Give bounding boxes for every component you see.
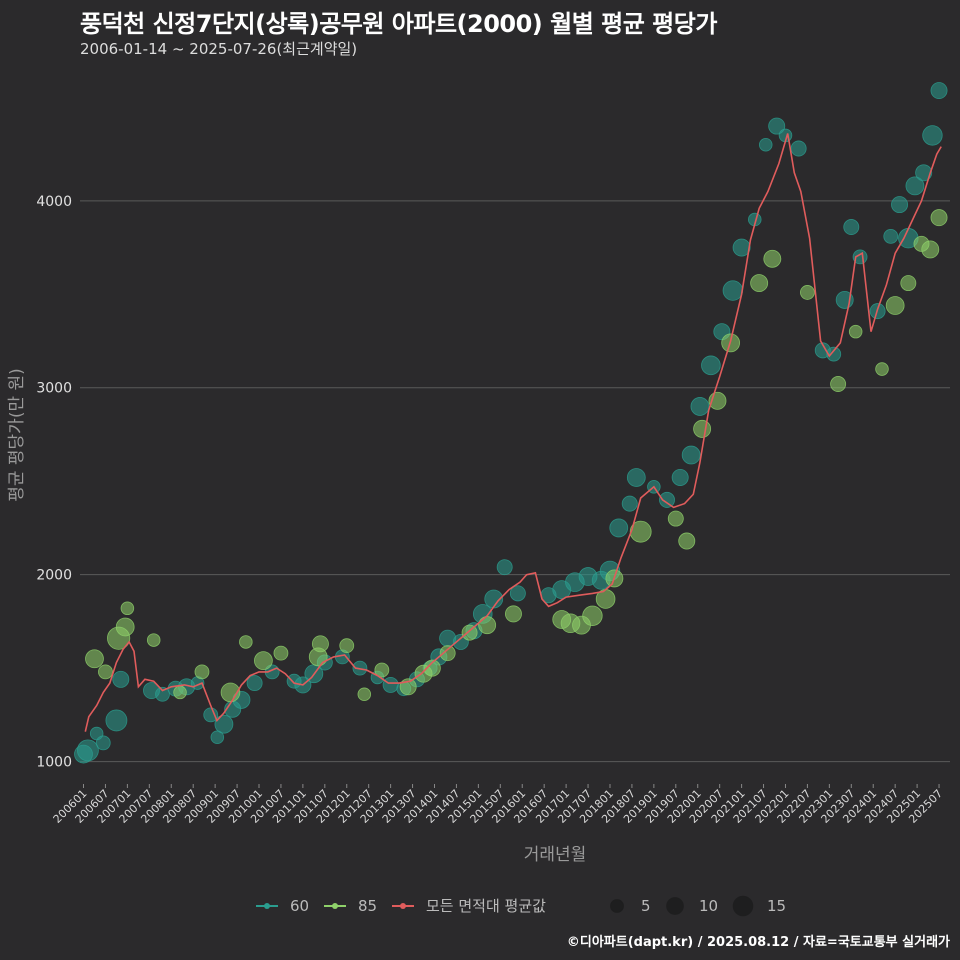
y-tick-label: 4000 <box>36 194 72 210</box>
data-point-60 <box>509 585 526 602</box>
y-tick-label: 3000 <box>36 381 72 397</box>
data-point-60 <box>790 140 807 157</box>
legend-key-dot <box>332 903 338 909</box>
data-point-60 <box>671 468 689 486</box>
data-point-85 <box>930 209 948 227</box>
data-point-60 <box>826 346 842 362</box>
legend-label: 모든 면적대 평균값 <box>426 897 546 915</box>
legend-label: 85 <box>358 897 377 915</box>
data-point-85 <box>830 376 847 392</box>
legend-size-circle <box>610 899 624 913</box>
legend-key-dot <box>264 903 270 909</box>
source-caption: ©디아파트(dapt.kr) / 2025.08.12 / 자료=국토교통부 실… <box>566 935 950 950</box>
data-point-85 <box>582 605 603 626</box>
data-point-85 <box>239 635 253 649</box>
data-point-60 <box>76 739 99 762</box>
legend-size-circle <box>666 897 684 915</box>
data-point-85 <box>311 635 329 653</box>
data-point-85 <box>115 617 135 637</box>
y-axis-title: 평균 평당가(만 원) <box>7 368 27 502</box>
data-point-85 <box>339 638 355 654</box>
y-tick-label: 2000 <box>36 568 72 584</box>
data-point-60 <box>210 730 225 745</box>
data-point-85 <box>120 601 135 616</box>
data-point-60 <box>246 675 263 692</box>
data-point-85 <box>461 624 478 641</box>
data-point-85 <box>900 275 917 292</box>
data-point-85 <box>374 662 390 678</box>
data-point-85 <box>146 633 161 647</box>
x-axis-title: 거래년월 <box>524 845 587 865</box>
data-point-85 <box>629 520 652 543</box>
data-point-60 <box>922 125 943 146</box>
legend-size-label: 10 <box>699 897 718 915</box>
data-point-85 <box>173 685 187 700</box>
data-point-85 <box>885 296 905 315</box>
data-point-60 <box>496 559 513 576</box>
data-point-60 <box>768 117 786 135</box>
data-point-60 <box>690 397 710 416</box>
data-point-60 <box>659 491 675 508</box>
data-point-60 <box>843 219 860 235</box>
data-point-60 <box>626 468 646 487</box>
average-line <box>84 133 942 732</box>
data-point-85 <box>254 651 273 671</box>
data-point-85 <box>800 285 815 300</box>
data-point-60 <box>203 707 219 723</box>
y-tick-label: 1000 <box>36 755 72 771</box>
data-point-85 <box>848 324 863 339</box>
data-point-60 <box>905 176 925 196</box>
data-point-60 <box>95 735 111 751</box>
data-point-85 <box>921 240 940 259</box>
legend-key-dot <box>400 903 406 909</box>
data-point-60 <box>758 138 773 152</box>
data-point-85 <box>357 687 372 702</box>
data-point-85 <box>678 532 696 550</box>
data-point-85 <box>423 659 441 677</box>
data-point-85 <box>194 664 210 680</box>
legend-size-label: 15 <box>767 897 786 915</box>
data-point-85 <box>693 419 712 438</box>
data-point-60 <box>382 676 399 693</box>
data-point-60 <box>891 196 909 214</box>
data-point-85 <box>85 649 104 669</box>
data-point-85 <box>439 645 456 662</box>
data-point-60 <box>105 709 128 732</box>
page-subtitle: 2006-01-14 ~ 2025-07-26(최근계약일) <box>80 40 358 58</box>
data-point-60 <box>214 714 234 734</box>
page-title: 풍덕천 신정7단지(상록)공무원 아파트(2000) 월별 평균 평당가 <box>80 10 717 38</box>
data-point-85 <box>667 510 684 527</box>
data-point-60 <box>701 355 721 376</box>
data-point-85 <box>504 605 522 623</box>
data-point-60 <box>930 82 948 100</box>
data-point-60 <box>609 518 629 538</box>
legend-label: 60 <box>290 897 309 915</box>
data-point-60 <box>732 238 751 257</box>
data-point-60 <box>155 686 170 702</box>
legend-size-label: 5 <box>641 897 651 915</box>
data-point-85 <box>750 274 769 293</box>
legend-size-circle <box>732 895 754 917</box>
data-point-60 <box>915 164 933 182</box>
data-point-60 <box>681 445 701 465</box>
data-point-85 <box>478 616 497 635</box>
data-point-85 <box>763 249 782 268</box>
data-point-85 <box>98 664 113 680</box>
data-point-60 <box>722 280 744 301</box>
data-point-85 <box>875 362 889 376</box>
data-point-85 <box>273 645 289 661</box>
data-point-60 <box>112 670 130 688</box>
data-point-60 <box>883 228 899 244</box>
data-point-60 <box>621 495 638 512</box>
